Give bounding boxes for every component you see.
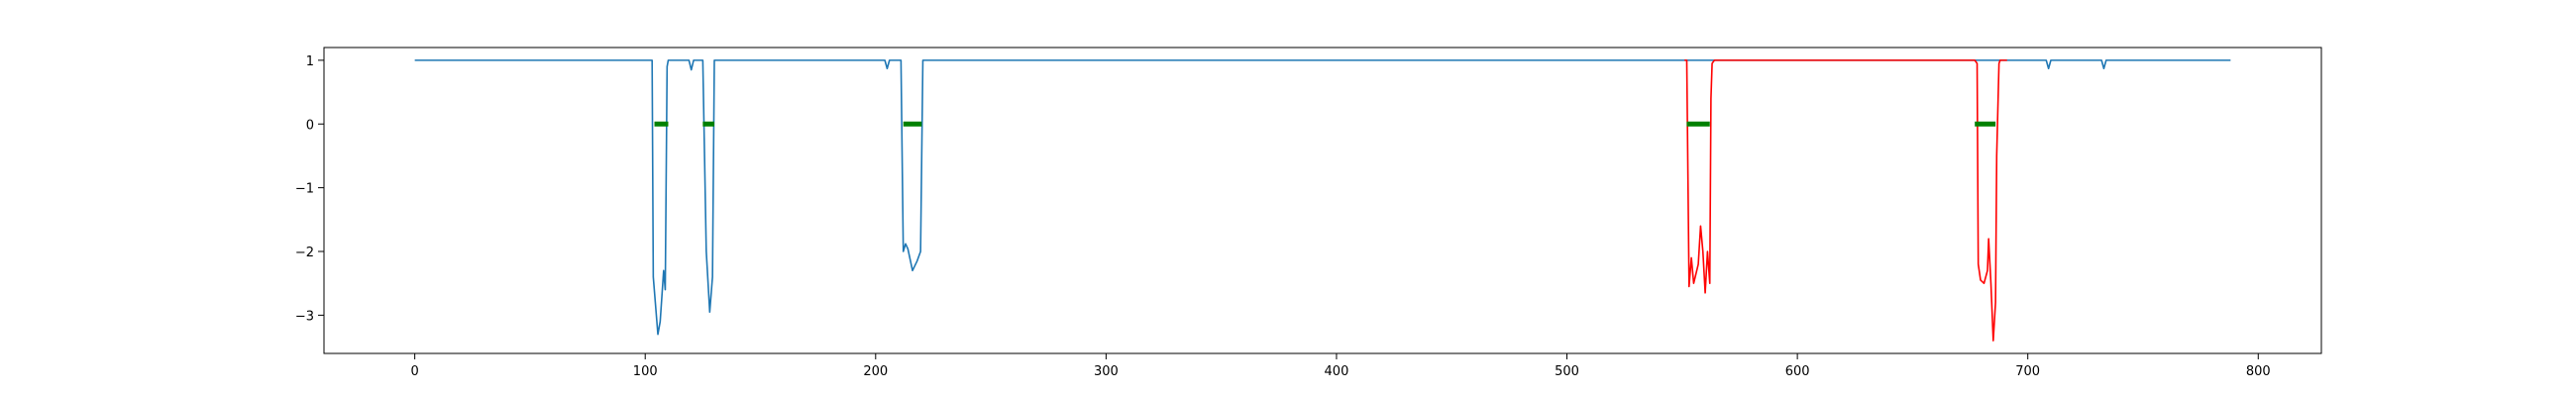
x-tick-label: 400 <box>1325 364 1349 379</box>
x-tick-label: 300 <box>1094 364 1119 379</box>
plot-frame <box>323 47 2322 354</box>
y-tick-label: −1 <box>295 182 314 197</box>
y-tick-label: −3 <box>295 309 314 324</box>
x-tick-label: 100 <box>633 364 658 379</box>
x-tick-label: 600 <box>1785 364 1810 379</box>
y-tick-label: 0 <box>306 118 314 133</box>
x-tick-label: 800 <box>2246 364 2271 379</box>
plot-area <box>414 59 2231 342</box>
x-tick-label: 500 <box>1555 364 1579 379</box>
y-axis: 1 0 −1 −2 −3 <box>295 54 324 324</box>
y-tick-label: 1 <box>306 54 314 69</box>
series-line-1 <box>414 59 2231 336</box>
x-tick-label: 200 <box>863 364 888 379</box>
x-tick-label: 700 <box>2015 364 2040 379</box>
x-axis: 0 100 200 300 400 500 600 700 800 <box>410 353 2271 379</box>
x-tick-label: 0 <box>410 364 418 379</box>
series-line-2 <box>1684 59 2007 342</box>
y-tick-label: −2 <box>295 246 314 260</box>
